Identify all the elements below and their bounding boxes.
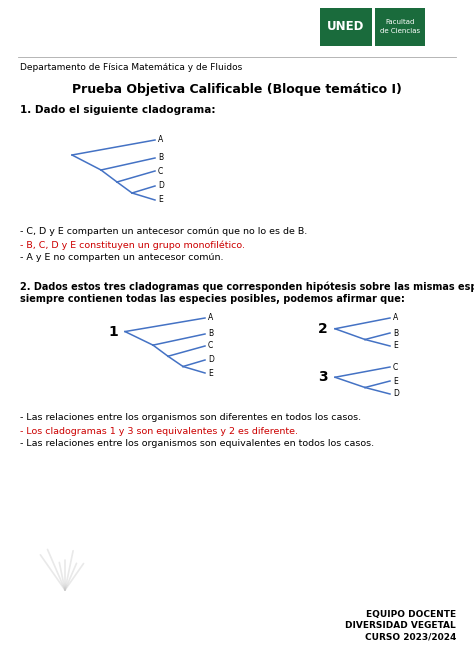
Text: D: D — [158, 182, 164, 190]
Text: D: D — [208, 356, 214, 364]
Text: UNED: UNED — [328, 21, 365, 34]
Text: B: B — [208, 330, 213, 338]
Text: - B, C, D y E constituyen un grupo monofilético.: - B, C, D y E constituyen un grupo monof… — [20, 241, 245, 250]
Text: 2. Dados estos tres cladogramas que corresponden hipótesis sobre las mismas espe: 2. Dados estos tres cladogramas que corr… — [20, 282, 474, 292]
Text: E: E — [158, 196, 163, 204]
Text: - A y E no comparten un antecesor común.: - A y E no comparten un antecesor común. — [20, 253, 224, 263]
Text: A: A — [208, 314, 213, 322]
Text: E: E — [393, 342, 398, 350]
Text: C: C — [158, 167, 163, 176]
Text: Departamento de Física Matemática y de Fluidos: Departamento de Física Matemática y de F… — [20, 64, 242, 72]
Text: CURSO 2023/2024: CURSO 2023/2024 — [365, 632, 456, 641]
Text: E: E — [208, 369, 213, 377]
Text: 1: 1 — [108, 324, 118, 338]
Text: E: E — [393, 377, 398, 385]
Text: 3: 3 — [318, 371, 328, 385]
Text: A: A — [158, 135, 163, 145]
Text: - Las relaciones entre los organismos son equivalentes en todos los casos.: - Las relaciones entre los organismos so… — [20, 440, 374, 448]
Text: Prueba Objetiva Calificable (Bloque temático I): Prueba Objetiva Calificable (Bloque temá… — [72, 84, 402, 96]
Text: EQUIPO DOCENTE: EQUIPO DOCENTE — [366, 610, 456, 620]
Text: 1. Dado el siguiente cladograma:: 1. Dado el siguiente cladograma: — [20, 105, 216, 115]
Text: siempre contienen todas las especies posibles, podemos afirmar que:: siempre contienen todas las especies pos… — [20, 294, 405, 304]
Text: D: D — [393, 389, 399, 399]
Text: C: C — [393, 362, 398, 371]
Text: - Las relaciones entre los organismos son diferentes en todos los casos.: - Las relaciones entre los organismos so… — [20, 413, 361, 423]
Text: C: C — [208, 342, 213, 350]
FancyBboxPatch shape — [375, 8, 425, 46]
Text: de Ciencias: de Ciencias — [380, 28, 420, 34]
Text: - Los cladogramas 1 y 3 son equivalentes y 2 es diferente.: - Los cladogramas 1 y 3 son equivalentes… — [20, 427, 298, 436]
Text: DIVERSIDAD VEGETAL: DIVERSIDAD VEGETAL — [345, 622, 456, 630]
Text: B: B — [158, 153, 163, 163]
Text: 2: 2 — [318, 322, 328, 336]
Text: - C, D y E comparten un antecesor común que no lo es de B.: - C, D y E comparten un antecesor común … — [20, 228, 307, 237]
FancyBboxPatch shape — [320, 8, 372, 46]
Text: Facultad: Facultad — [385, 19, 415, 25]
Text: B: B — [393, 328, 398, 338]
Text: A: A — [393, 314, 398, 322]
